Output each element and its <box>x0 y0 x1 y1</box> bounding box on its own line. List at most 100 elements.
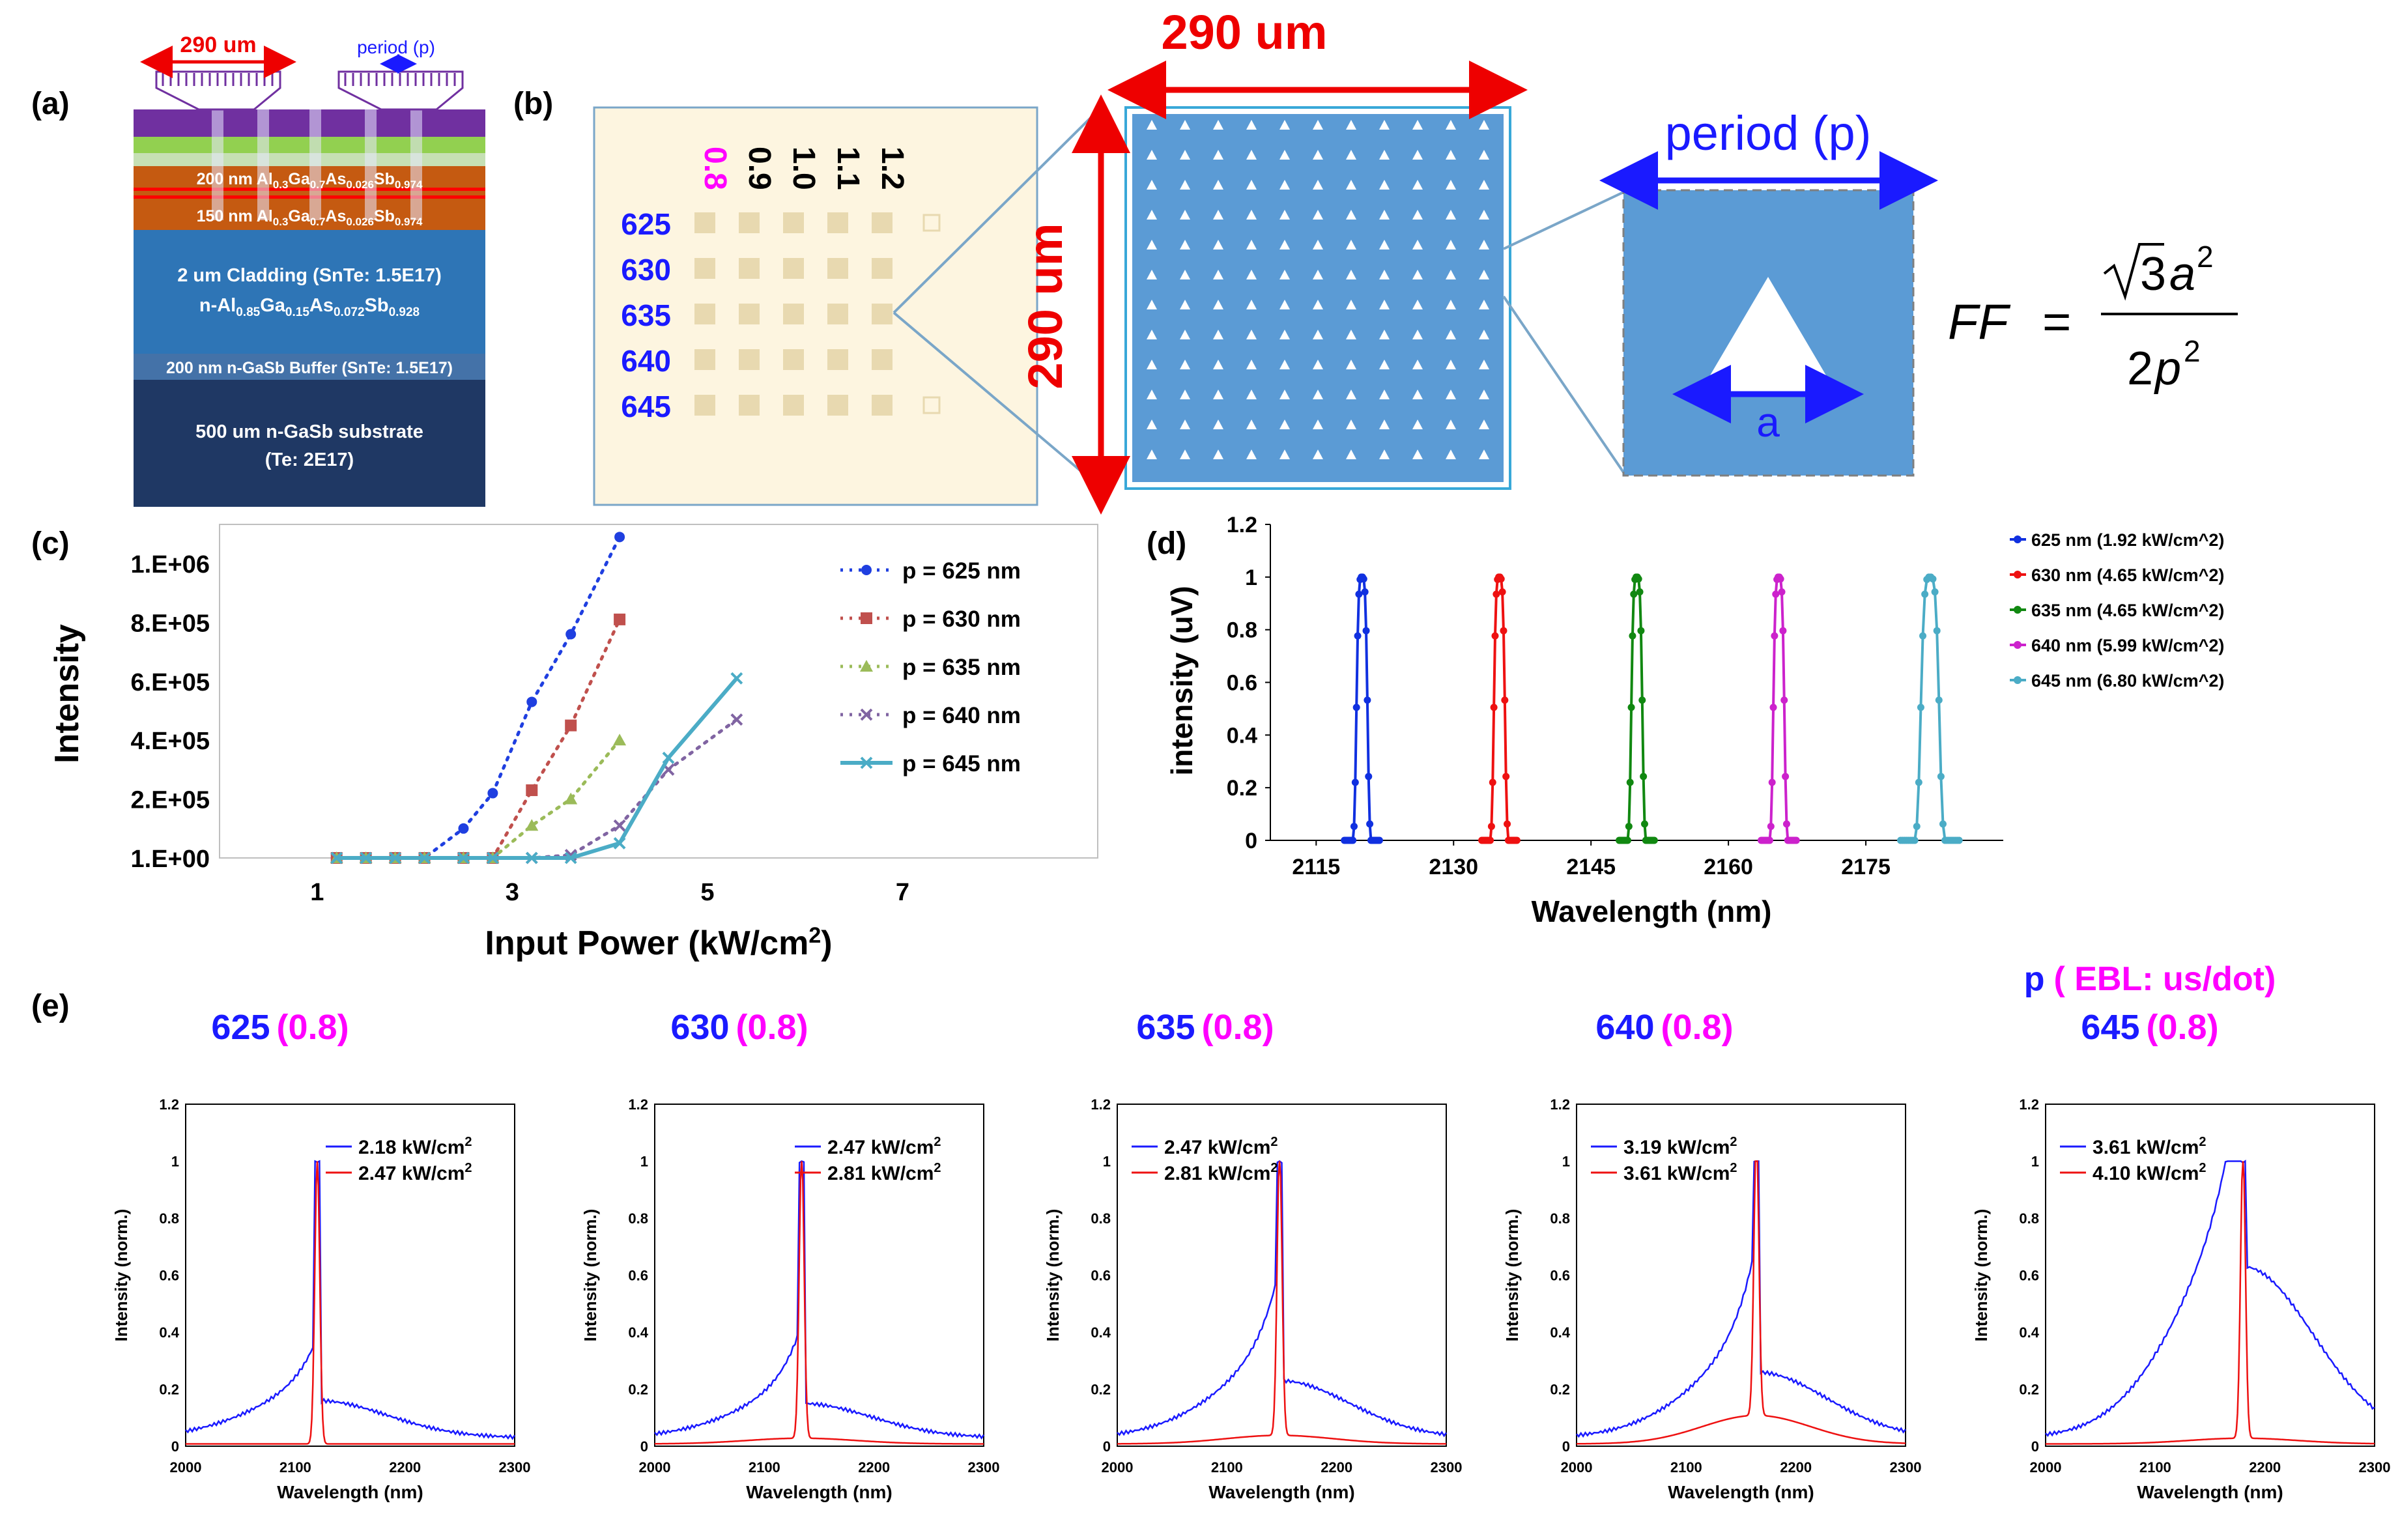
array-triangle <box>1313 120 1323 130</box>
d-data-point <box>1955 836 1963 844</box>
array-triangle <box>1412 240 1423 250</box>
d-data-point <box>1493 590 1500 598</box>
c-data-point <box>613 734 627 746</box>
b-col-label: 0.8 <box>698 147 732 190</box>
d-xtick-label: 2175 <box>1841 855 1891 879</box>
e-legend-red-label: 3.61 kW/cm2 <box>1623 1161 1737 1184</box>
e-xtick-label: 2100 <box>1211 1459 1243 1476</box>
array-triangle <box>1246 360 1257 369</box>
b-pattern-square <box>872 304 893 324</box>
e-legend-blue-label: 2.18 kW/cm2 <box>358 1135 472 1158</box>
array-triangle <box>1412 390 1423 399</box>
d-legend-marker <box>2014 641 2021 649</box>
array-triangle <box>1412 449 1423 459</box>
c-data-point <box>565 629 577 640</box>
b-pattern-square <box>872 395 893 416</box>
d-data-point <box>1935 696 1943 704</box>
c-data-point <box>487 788 498 799</box>
e-chart-header: 635 (0.8) <box>1136 1008 1274 1047</box>
chart-d-wavelength: 0 0.2 0.4 0.6 0.8 1 1.2 2115 2130 2145 2160 2175 62… <box>1165 513 2224 928</box>
e-spectrum-red <box>1117 1161 1447 1445</box>
array-triangle <box>1213 449 1223 459</box>
b-col-label: 0.9 <box>742 147 777 190</box>
e-xtick-label: 2000 <box>170 1459 202 1476</box>
array-triangle <box>1180 449 1190 459</box>
array-triangle <box>1313 270 1323 279</box>
period-label-a: period (p) <box>357 37 435 57</box>
e-ytick-label: 0.6 <box>159 1268 179 1284</box>
c-data-point <box>730 713 743 726</box>
d-data-point <box>1502 773 1510 780</box>
e-ytick-label: 0.2 <box>2019 1382 2039 1398</box>
c-data-point <box>614 613 626 625</box>
array-triangle <box>1412 420 1423 429</box>
c-data-point <box>564 851 577 864</box>
array-triangle <box>1379 330 1390 339</box>
array-triangle <box>1479 300 1489 309</box>
e-chart-640: 640 (0.8) 0 0.2 0.4 0.6 0.8 1 1.2 2000 2100 2200 230… <box>1502 1008 1921 1502</box>
svg-text:p: p <box>2154 343 2181 395</box>
c-data-point <box>526 784 538 797</box>
e-ylabel: Intensity (norm.) <box>1502 1209 1522 1342</box>
fill-factor-formula: FF = 3 a 2 2 p 2 <box>1948 240 2238 395</box>
array-triangle <box>1246 180 1257 190</box>
array-triangle <box>1246 449 1257 459</box>
array-triangle <box>1147 360 1157 369</box>
array-triangle <box>1313 420 1323 429</box>
e-spectrum-red <box>654 1161 984 1445</box>
b-pattern-square <box>694 212 715 233</box>
array-triangle <box>1479 420 1489 429</box>
array-triangle <box>1446 270 1456 279</box>
array-triangle <box>1213 300 1223 309</box>
e-ytick-label: 1.2 <box>159 1096 179 1113</box>
e-legend-blue-label: 2.47 kW/cm2 <box>827 1135 941 1158</box>
d-xtick-label: 2145 <box>1566 855 1616 879</box>
b-pattern-square <box>872 258 893 279</box>
d-ytick-label: 1 <box>1245 565 1257 590</box>
e-xtick-label: 2000 <box>1561 1459 1593 1476</box>
b-pattern-square <box>739 395 760 416</box>
pattern-layout-diagram: 0.8 0.9 1.0 1.1 1.2 625 630 635 640 645 290 um 2… <box>593 5 2238 515</box>
array-triangle <box>1147 120 1157 130</box>
b-col-label: 1.0 <box>786 147 821 190</box>
e-plot-area <box>654 1104 984 1447</box>
e-xtick-label: 2300 <box>1431 1459 1463 1476</box>
b-pattern-square <box>783 258 804 279</box>
array-triangle <box>1446 449 1456 459</box>
array-triangle <box>1180 120 1190 130</box>
d-data-point <box>1489 778 1496 786</box>
d-data-point <box>1772 590 1780 598</box>
d-data-point <box>1782 773 1790 780</box>
panel-label-d: (d) <box>1147 526 1186 561</box>
e-spectrum-red <box>1576 1160 1906 1445</box>
array-triangle <box>1446 240 1456 250</box>
e-ytick-label: 1 <box>1103 1154 1111 1170</box>
e-ytick-label: 0 <box>171 1438 179 1455</box>
layer-label-4: n-Al0.85Ga0.15As0.072Sb0.928 <box>199 295 420 319</box>
d-data-point <box>1921 590 1929 598</box>
array-triangle <box>1147 210 1157 220</box>
array-triangle <box>1313 449 1323 459</box>
c-data-point <box>614 532 625 543</box>
b-row-label: 645 <box>621 390 671 423</box>
e-legend-blue-label: 3.19 kW/cm2 <box>1623 1135 1737 1158</box>
c-legend-marker <box>860 708 873 721</box>
b-alignment-mark <box>922 396 941 414</box>
d-data-point <box>1929 575 1937 583</box>
d-data-point <box>1782 820 1790 828</box>
array-triangle <box>1147 300 1157 309</box>
layer-label-7: (Te: 2E17) <box>265 449 354 470</box>
b-pattern-square <box>694 349 715 370</box>
layer-label-2: 150 nm Al0.3Ga0.7As0.026Sb0.974 <box>197 207 423 228</box>
e-legend-red-label: 2.81 kW/cm2 <box>827 1161 941 1184</box>
array-triangle <box>1446 360 1456 369</box>
array-triangle <box>1446 330 1456 339</box>
e-legend-blue-label: 3.61 kW/cm2 <box>2093 1135 2207 1158</box>
array-triangle <box>1346 150 1356 160</box>
b-pattern-square <box>739 212 760 233</box>
d-data-point <box>1792 836 1800 844</box>
array-triangle <box>1279 390 1290 399</box>
b-pattern-square <box>783 304 804 324</box>
e-xtick-label: 2200 <box>2249 1459 2281 1476</box>
